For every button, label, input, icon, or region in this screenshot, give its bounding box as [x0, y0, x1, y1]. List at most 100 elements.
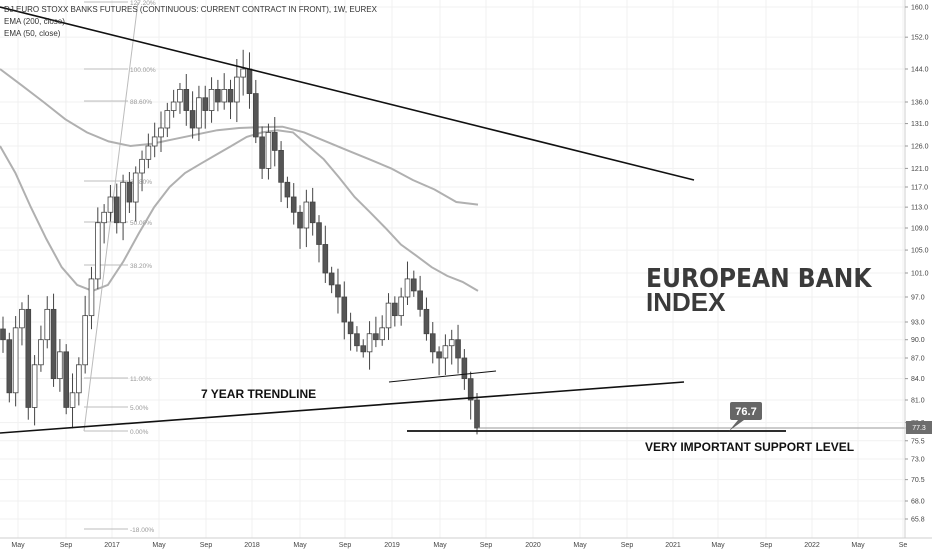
candle-body	[297, 211, 303, 229]
candle-body	[373, 333, 379, 341]
candle-body	[120, 181, 126, 224]
x-tick-label: May	[711, 542, 725, 549]
y-tick-label: 75.5	[911, 438, 925, 445]
candle-body	[183, 89, 190, 111]
candle-body	[177, 89, 183, 103]
x-tick-label: May	[11, 542, 25, 549]
ema-200-path	[0, 68, 479, 206]
candle-body	[404, 278, 411, 298]
y-tick-label: 97.0	[911, 294, 925, 301]
y-tick-label: 90.0	[911, 337, 925, 344]
fib-level-label: 0.00%	[130, 429, 149, 436]
seven-year-trendline	[0, 381, 685, 434]
fibonacci-retracement[interactable]: 127.20% 100.00% 88.60% 61.80% 50.00% 38.20% 11…	[83, 0, 156, 534]
ema-200-legend[interactable]: EMA (200, close)	[4, 17, 65, 26]
candle-body	[69, 392, 76, 408]
candle-body	[215, 89, 221, 103]
x-tick-label: 2018	[244, 542, 260, 549]
candle-body	[31, 364, 38, 408]
candle-body	[44, 308, 51, 341]
fib-level-label: -18.00%	[130, 527, 154, 534]
candle-body	[145, 145, 152, 160]
y-tick-label: 113.0	[911, 205, 928, 212]
candle-body	[63, 351, 69, 408]
short-support-line	[388, 370, 497, 383]
y-tick-label: 70.5	[911, 477, 925, 484]
candle-body	[139, 158, 145, 174]
candle-body	[88, 278, 95, 317]
x-tick-label: Sep	[621, 542, 634, 549]
candle-body	[290, 196, 297, 213]
candle-body	[95, 222, 101, 280]
candle-body	[309, 201, 316, 224]
candle-body	[410, 278, 417, 292]
x-tick-label: Sep	[480, 542, 493, 549]
candle-body	[467, 378, 474, 401]
candle-body	[19, 308, 25, 329]
x-tick-label: May	[293, 542, 307, 549]
trendline-label: 7 YEAR TRENDLINE	[201, 387, 316, 401]
x-tick-label: 2021	[665, 542, 681, 549]
fib-level-label: 61.80%	[130, 179, 152, 186]
y-tick-label: 65.8	[911, 517, 925, 524]
ema-50-legend[interactable]: EMA (50, close)	[4, 29, 61, 38]
y-tick-label: 117.0	[911, 185, 928, 192]
candle-body	[303, 201, 310, 229]
last-price-tag-label: 77.3	[912, 425, 926, 432]
candle-body	[366, 333, 373, 353]
y-tick-label: 87.0	[911, 356, 925, 363]
candle-body	[360, 345, 367, 353]
candle-body	[113, 196, 120, 224]
candle-body	[271, 132, 278, 151]
drawings[interactable]: 76.7	[0, 6, 932, 434]
candle-body	[82, 315, 88, 366]
title-line-1: EUROPEAN BANK	[646, 264, 872, 294]
candle-body	[164, 110, 171, 129]
ema-50-line	[0, 129, 479, 292]
ema-200-line	[0, 68, 479, 206]
candle-body	[448, 339, 455, 347]
y-tick-label: 73.0	[911, 457, 925, 464]
candle-body	[158, 127, 164, 138]
candle-body	[208, 89, 215, 111]
candle-body	[265, 132, 272, 169]
x-tick-label: May	[433, 542, 447, 549]
fib-level-label: 11.00%	[130, 376, 152, 383]
candle-body	[429, 333, 436, 353]
y-tick-label: 105.0	[911, 248, 929, 255]
candle-body	[335, 284, 341, 298]
x-tick-label: Sep	[760, 542, 773, 549]
y-tick-label: 101.0	[911, 271, 929, 278]
candle-body	[25, 308, 32, 408]
descending-trendline	[0, 6, 695, 181]
candle-body	[398, 296, 404, 317]
x-tick-label: Sep	[200, 542, 213, 549]
candle-body	[196, 97, 202, 129]
candle-body	[234, 76, 240, 103]
candle-body	[461, 357, 468, 380]
candle-body	[354, 333, 360, 347]
price-callout-box	[730, 402, 762, 420]
fib-level-label: 38.20%	[130, 263, 152, 270]
candle-body	[392, 302, 398, 317]
fib-level-label: 50.00%	[130, 220, 152, 227]
y-tick-label: 84.0	[911, 376, 925, 383]
candle-body	[423, 308, 430, 335]
annotation-labels: EUROPEAN BANK INDEX 7 YEAR TRENDLINE VER…	[201, 264, 872, 454]
x-tick-label: 2020	[525, 542, 541, 549]
candle-body	[151, 136, 158, 147]
candle-body	[278, 150, 284, 183]
candle-body	[328, 272, 335, 286]
x-tick-label: 2019	[384, 542, 400, 549]
candle-body	[170, 101, 177, 111]
x-tick-label: May	[573, 542, 587, 549]
y-tick-label: 160.0	[911, 5, 929, 12]
y-tick-label: 131.0	[911, 121, 929, 128]
x-tick-label: May	[152, 542, 166, 549]
y-tick-label: 121.0	[911, 166, 929, 173]
last-price-tag	[906, 421, 932, 434]
candle-body	[50, 308, 57, 380]
candle-body	[436, 351, 442, 359]
